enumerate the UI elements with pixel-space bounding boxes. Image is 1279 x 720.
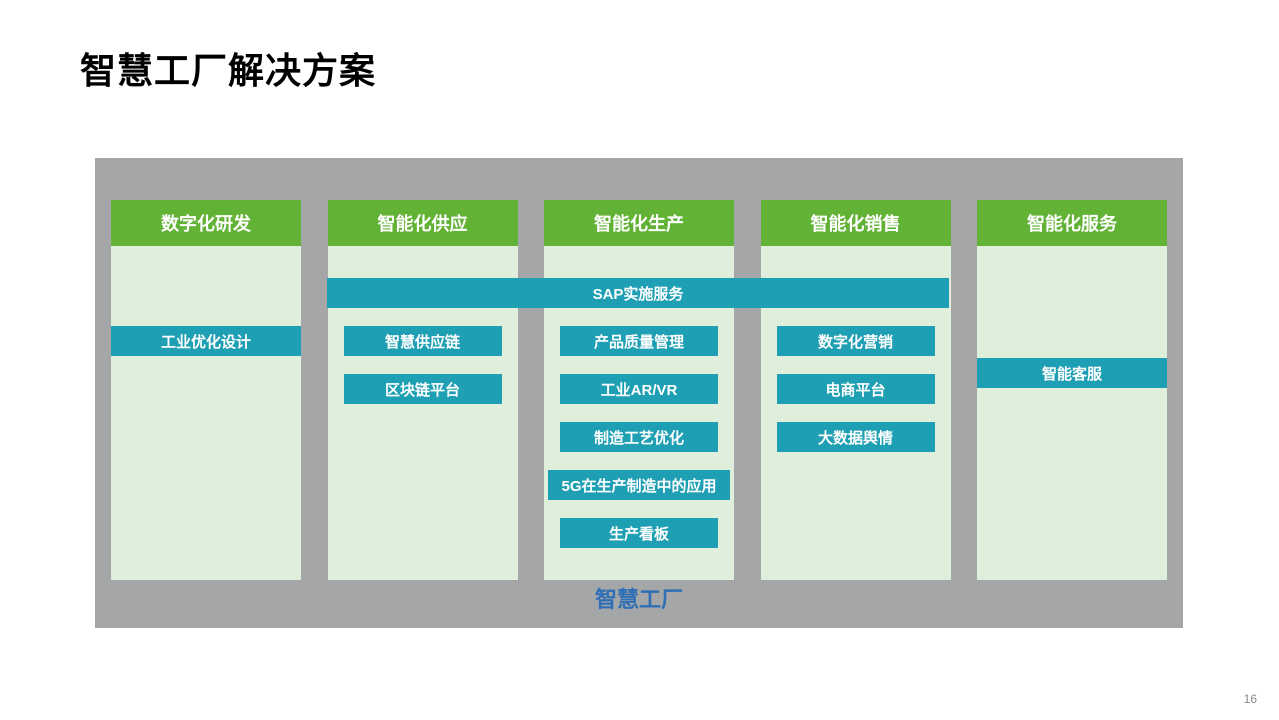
- item: 制造工艺优化: [560, 422, 718, 452]
- column-sales: 智能化销售 数字化营销 电商平台 大数据舆情: [761, 200, 951, 580]
- item: 智能客服: [977, 358, 1167, 388]
- column-service: 智能化服务 智能客服: [977, 200, 1167, 580]
- item: 工业优化设计: [111, 326, 301, 356]
- slide: 智慧工厂解决方案 数字化研发 工业优化设计 智能化供应 智慧供应链 区块链平台 …: [0, 0, 1279, 720]
- column-header: 智能化销售: [761, 200, 951, 246]
- page-title: 智慧工厂解决方案: [80, 42, 376, 94]
- column-header: 智能化生产: [544, 200, 734, 246]
- item: 5G在生产制造中的应用: [548, 470, 730, 500]
- diagram-footer-label: 智慧工厂: [95, 582, 1183, 614]
- column-supply: 智能化供应 智慧供应链 区块链平台: [328, 200, 518, 580]
- columns-row: 数字化研发 工业优化设计 智能化供应 智慧供应链 区块链平台 智能化生产 产品质…: [111, 200, 1167, 580]
- diagram-container: 数字化研发 工业优化设计 智能化供应 智慧供应链 区块链平台 智能化生产 产品质…: [95, 158, 1183, 628]
- column-production: 智能化生产 产品质量管理 工业AR/VR 制造工艺优化 5G在生产制造中的应用 …: [544, 200, 734, 580]
- item: 生产看板: [560, 518, 718, 548]
- item: 工业AR/VR: [560, 374, 718, 404]
- item: 智慧供应链: [344, 326, 502, 356]
- item: 大数据舆情: [777, 422, 935, 452]
- item: 数字化营销: [777, 326, 935, 356]
- column-header: 数字化研发: [111, 200, 301, 246]
- spanning-item-sap: SAP实施服务: [327, 278, 949, 308]
- item: 电商平台: [777, 374, 935, 404]
- column-header: 智能化供应: [328, 200, 518, 246]
- item: 产品质量管理: [560, 326, 718, 356]
- column-header: 智能化服务: [977, 200, 1167, 246]
- column-rd: 数字化研发 工业优化设计: [111, 200, 301, 580]
- page-number: 16: [1244, 692, 1257, 706]
- item: 区块链平台: [344, 374, 502, 404]
